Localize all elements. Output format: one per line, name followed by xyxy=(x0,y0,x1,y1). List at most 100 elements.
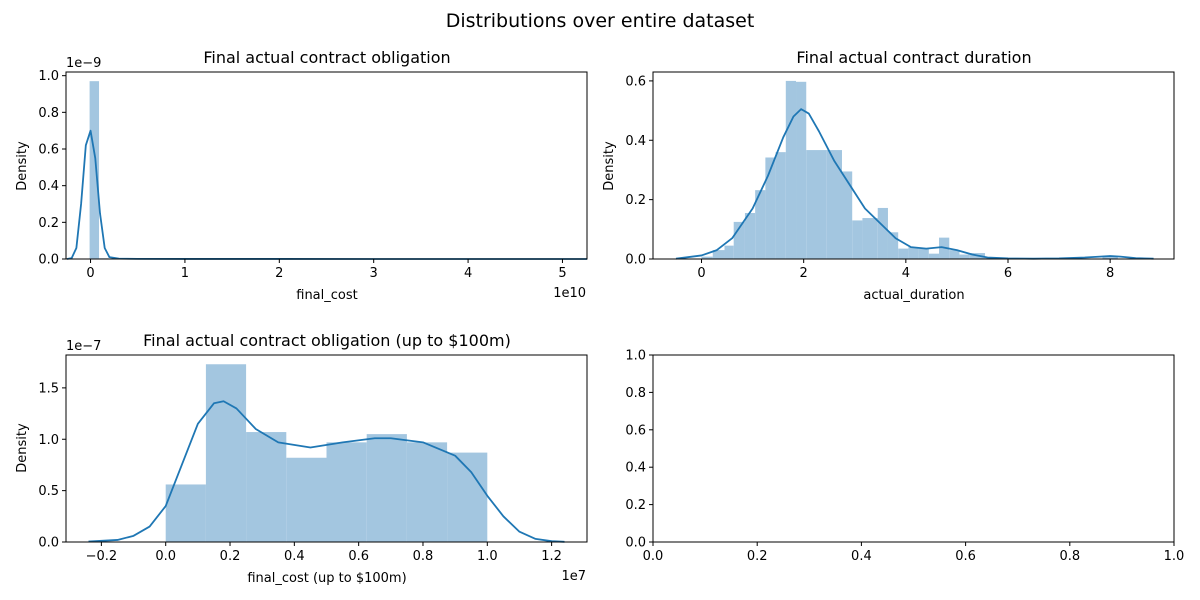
y-axis-label: Density xyxy=(15,141,30,191)
subplot-final-cost: Final actual contract obligation final_c… xyxy=(15,48,588,303)
axes-frame xyxy=(652,354,1175,543)
y-tick-label: 0.4 xyxy=(625,134,646,149)
histogram-bar xyxy=(366,434,407,542)
y-tick-label: 0.5 xyxy=(38,484,59,499)
y-tick-label: 1.0 xyxy=(625,349,646,364)
histogram-bar xyxy=(755,190,766,259)
x-tick-label: 0.2 xyxy=(220,549,241,564)
axes-frame xyxy=(65,71,588,260)
x-tick-label: 0.6 xyxy=(955,549,976,564)
subplot-actual-duration: Final actual contract duration actual_du… xyxy=(602,48,1175,303)
plot-area: 0.0 0.2 0.4 0.6 0.8 1.0 0.0 0.2 0.4 0.6 0.8 1.0 xyxy=(625,349,1184,565)
histogram-bar xyxy=(898,248,909,259)
axes-frame xyxy=(65,354,588,543)
histogram-bar xyxy=(862,218,878,259)
y-tick-label: 0.6 xyxy=(625,423,646,438)
subplot-empty: 0.0 0.2 0.4 0.6 0.8 1.0 0.0 0.2 0.4 0.6 0.8 1.0 xyxy=(625,349,1184,565)
figure-title: Distributions over entire dataset xyxy=(446,10,755,32)
histogram-bar xyxy=(806,150,827,259)
x-tick-label: 1 xyxy=(181,266,189,281)
histogram-bar xyxy=(701,256,713,259)
x-tick-label: 0.4 xyxy=(851,549,872,564)
histogram-bar xyxy=(775,152,786,259)
subplot-title: Final actual contract obligation xyxy=(203,48,450,67)
x-tick-label: 0 xyxy=(86,266,94,281)
histogram-bar xyxy=(796,81,807,259)
y-axis-label: Density xyxy=(15,423,30,473)
y-tick-label: 0.2 xyxy=(38,216,59,231)
histogram-bar xyxy=(744,212,756,259)
y-tick-label: 1.5 xyxy=(38,381,59,396)
y-tick-label: 0.8 xyxy=(625,386,646,401)
y-offset-label: 1e−7 xyxy=(66,339,101,354)
x-tick-label: 1.0 xyxy=(1164,549,1185,564)
histogram-bar xyxy=(877,207,888,259)
histogram-bar xyxy=(852,220,863,259)
subplot-title: Final actual contract duration xyxy=(796,48,1031,67)
x-tick-label: 5 xyxy=(558,266,566,281)
histogram-bar xyxy=(765,157,776,259)
x-tick-label: 0.2 xyxy=(747,549,768,564)
plot-area: −0.2 0.0 0.2 0.4 0.6 0.8 1.0 1.2 0.0 0.5 1.0 1.5 xyxy=(38,354,588,564)
histogram-bar xyxy=(246,432,287,542)
x-axis-label: actual_duration xyxy=(863,288,964,303)
y-tick-label: 1.0 xyxy=(38,69,59,84)
x-tick-label: 1.2 xyxy=(541,549,562,564)
histogram-bar xyxy=(928,253,940,259)
histogram-bar xyxy=(447,452,488,542)
y-tick-label: 0.4 xyxy=(625,461,646,476)
y-tick-label: 1.0 xyxy=(38,433,59,448)
histogram-bar xyxy=(205,364,247,542)
y-tick-label: 0.2 xyxy=(625,498,646,513)
y-tick-label: 0.2 xyxy=(625,193,646,208)
histogram-bar xyxy=(949,250,960,259)
x-tick-label: 0.4 xyxy=(284,549,305,564)
histogram-bar xyxy=(959,254,970,259)
x-tick-label: −0.2 xyxy=(86,549,118,564)
histogram-bar xyxy=(326,442,367,542)
kde-line xyxy=(88,400,565,543)
x-tick-label: 4 xyxy=(902,266,910,281)
y-tick-label: 0.0 xyxy=(625,536,646,551)
x-tick-label: 0 xyxy=(697,266,705,281)
histogram-bar xyxy=(841,171,853,259)
x-offset-label: 1e10 xyxy=(553,286,586,301)
histogram-bar xyxy=(785,80,797,260)
histogram-bar xyxy=(165,484,206,542)
plot-area: 0 2 4 6 8 0.0 0.2 0.4 0.6 xyxy=(625,71,1175,281)
y-tick-label: 0.6 xyxy=(625,74,646,89)
histogram-bar xyxy=(286,457,327,542)
x-tick-label: 1.0 xyxy=(477,549,498,564)
x-tick-label: 0.0 xyxy=(155,549,176,564)
x-tick-label: 6 xyxy=(1004,266,1012,281)
x-tick-label: 0.8 xyxy=(413,549,434,564)
subplot-title: Final actual contract obligation (up to … xyxy=(143,331,511,350)
x-axis-label: final_cost xyxy=(296,288,357,303)
histogram-bar xyxy=(918,248,929,259)
x-axis-label: final_cost (up to $100m) xyxy=(247,571,406,586)
y-offset-label: 1e−9 xyxy=(66,56,101,71)
histogram-bar xyxy=(908,247,919,259)
x-tick-label: 2 xyxy=(800,266,808,281)
x-tick-label: 0.8 xyxy=(1059,549,1080,564)
kde-line xyxy=(675,108,1154,260)
x-tick-label: 0.0 xyxy=(643,549,664,564)
x-tick-label: 8 xyxy=(1106,266,1114,281)
y-tick-label: 0.0 xyxy=(38,253,59,268)
x-tick-label: 4 xyxy=(464,266,472,281)
y-tick-label: 0.4 xyxy=(38,179,59,194)
x-tick-label: 0.6 xyxy=(348,549,369,564)
histogram-bar xyxy=(406,442,448,542)
histogram-bar xyxy=(712,250,725,259)
histogram-bar xyxy=(733,221,745,259)
axes-frame xyxy=(652,71,1175,260)
subplot-final-cost-100m: Final actual contract obligation (up to … xyxy=(15,331,588,586)
histogram-bar xyxy=(724,245,734,259)
histogram-bar xyxy=(1102,256,1118,259)
y-tick-label: 0.0 xyxy=(625,253,646,268)
y-tick-label: 0.0 xyxy=(38,536,59,551)
y-tick-label: 0.8 xyxy=(38,106,59,121)
y-tick-label: 0.6 xyxy=(38,143,59,158)
histogram-bar xyxy=(887,232,899,259)
